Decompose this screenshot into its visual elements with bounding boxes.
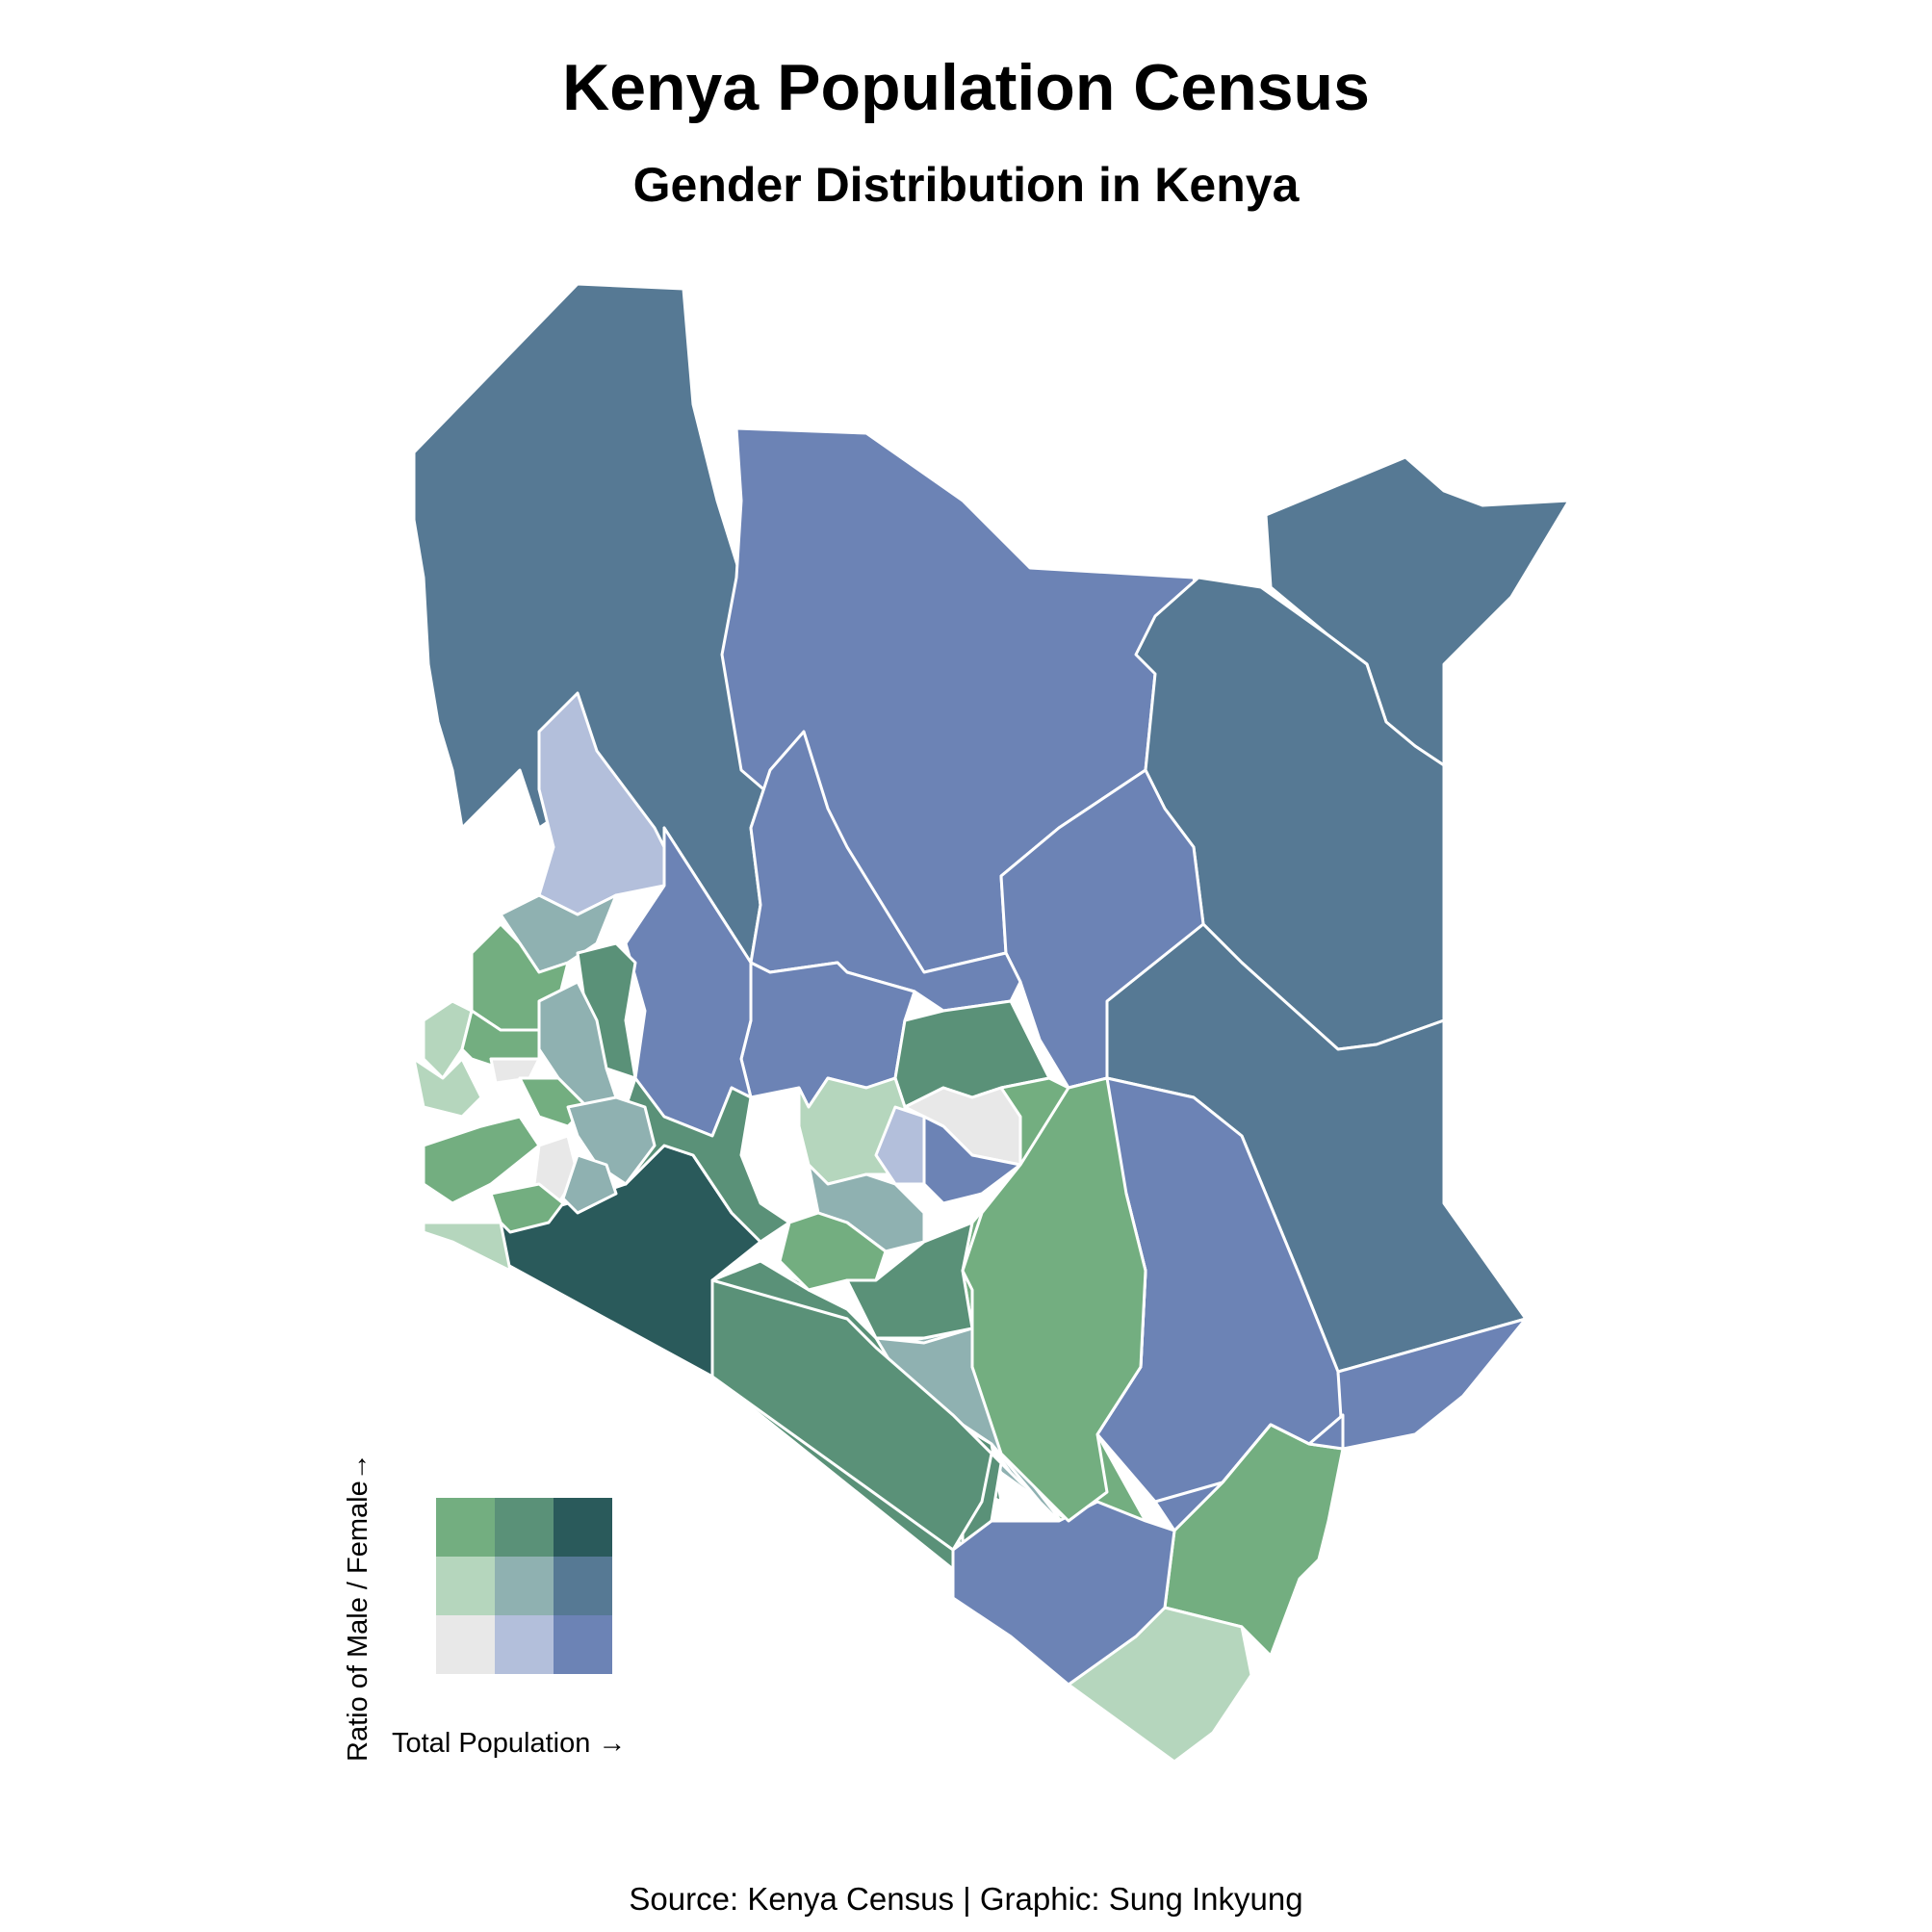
legend-cell-mid-pop-mid-ratio [495, 1557, 554, 1615]
county-nyeri [874, 1105, 926, 1186]
legend-cell-low-pop-mid-ratio [436, 1557, 495, 1615]
county-tana-coast [1153, 1413, 1345, 1533]
county-homa-bay [422, 1115, 541, 1205]
legend-x-axis-label: Total Population → [392, 1728, 627, 1759]
legend-cell-low-pop-low-ratio [436, 1615, 495, 1674]
county-mid-east [961, 1076, 1147, 1523]
legend-cell-high-pop-mid-ratio [554, 1557, 612, 1615]
source-caption: Source: Kenya Census | Graphic: Sung Ink… [629, 1881, 1303, 1917]
county-bomet [422, 1221, 512, 1273]
county-kajiado-south [951, 1500, 1176, 1687]
county-west-pokot [537, 691, 676, 916]
legend-y-axis-label: Ratio of Male / Female→ [343, 1453, 374, 1762]
map-subtitle: Gender Distribution in Kenya [632, 158, 1300, 212]
legend-cell-low-pop-high-ratio [436, 1498, 495, 1557]
legend-cell-mid-pop-high-ratio [495, 1498, 554, 1557]
map-title: Kenya Population Census [562, 51, 1370, 124]
county-kirinyaga [922, 1115, 1022, 1205]
county-taita-main [710, 1278, 993, 1552]
county-siaya [412, 1057, 483, 1119]
county-kisumu [566, 1095, 657, 1186]
bivariate-legend [436, 1498, 612, 1674]
legend-cell-high-pop-high-ratio [554, 1498, 612, 1557]
legend-cell-high-pop-low-ratio [554, 1615, 612, 1674]
legend-cell-mid-pop-low-ratio [495, 1615, 554, 1674]
county-nyamira [561, 1153, 618, 1215]
